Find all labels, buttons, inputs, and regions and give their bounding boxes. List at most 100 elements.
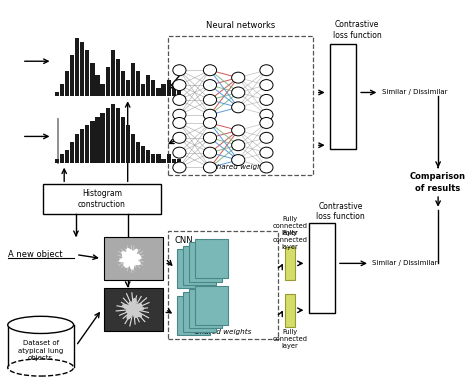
Circle shape xyxy=(173,162,186,173)
Circle shape xyxy=(260,118,273,129)
Bar xyxy=(168,36,313,174)
Bar xyxy=(110,104,115,163)
Bar xyxy=(131,134,135,163)
Text: Contrastive
loss function: Contrastive loss function xyxy=(316,202,365,221)
Bar xyxy=(126,125,130,163)
Bar xyxy=(136,142,140,163)
Bar xyxy=(177,159,181,163)
Bar xyxy=(70,142,74,163)
Bar xyxy=(85,125,90,163)
Circle shape xyxy=(173,94,186,105)
Bar xyxy=(166,154,171,163)
Bar xyxy=(104,237,163,280)
Bar xyxy=(80,129,84,163)
Bar xyxy=(285,294,295,327)
Circle shape xyxy=(203,65,217,76)
Bar xyxy=(104,288,163,331)
Bar xyxy=(80,42,84,96)
Text: Similar / Dissimilar: Similar / Dissimilar xyxy=(372,260,438,267)
Text: Fully
connected
layer: Fully connected layer xyxy=(273,230,308,250)
Circle shape xyxy=(260,147,273,158)
Bar xyxy=(91,121,94,163)
Bar xyxy=(195,286,228,325)
Circle shape xyxy=(173,65,186,76)
Bar xyxy=(121,117,125,163)
Circle shape xyxy=(203,109,217,120)
Text: Shared weights: Shared weights xyxy=(195,329,251,336)
Bar xyxy=(60,84,64,96)
Bar xyxy=(106,109,110,163)
Bar xyxy=(75,134,79,163)
Circle shape xyxy=(203,80,217,91)
Bar xyxy=(177,249,210,288)
Circle shape xyxy=(260,80,273,91)
Circle shape xyxy=(260,65,273,76)
Text: Similar / Dissimilar: Similar / Dissimilar xyxy=(382,89,447,96)
Bar xyxy=(55,159,59,163)
Bar xyxy=(136,71,140,96)
Bar xyxy=(166,80,171,96)
Bar xyxy=(189,289,222,328)
Bar xyxy=(172,159,176,163)
Bar xyxy=(177,296,210,335)
Polygon shape xyxy=(120,249,141,269)
Circle shape xyxy=(232,125,245,136)
Bar xyxy=(116,109,120,163)
Circle shape xyxy=(203,147,217,158)
Bar xyxy=(177,88,181,96)
Circle shape xyxy=(260,162,273,173)
Bar xyxy=(146,150,150,163)
Bar xyxy=(183,246,216,285)
Circle shape xyxy=(173,109,186,120)
Bar xyxy=(151,80,155,96)
Bar xyxy=(156,154,161,163)
Bar xyxy=(330,44,356,149)
Bar xyxy=(106,67,110,96)
Bar xyxy=(285,247,295,280)
Bar xyxy=(91,63,94,96)
Text: Neural networks: Neural networks xyxy=(206,21,275,30)
Bar xyxy=(126,80,130,96)
Circle shape xyxy=(173,132,186,143)
Ellipse shape xyxy=(8,359,73,376)
Bar xyxy=(65,71,69,96)
Bar xyxy=(121,71,125,96)
Circle shape xyxy=(260,109,273,120)
Bar xyxy=(60,154,64,163)
Circle shape xyxy=(203,94,217,105)
Bar xyxy=(43,184,161,214)
Bar xyxy=(141,84,146,96)
Bar xyxy=(85,50,90,96)
Bar xyxy=(156,88,161,96)
Text: CNN: CNN xyxy=(175,236,193,245)
Bar xyxy=(195,240,228,278)
Bar xyxy=(162,159,165,163)
Text: Comparison
of results: Comparison of results xyxy=(410,172,466,193)
Bar xyxy=(100,84,105,96)
Bar xyxy=(183,292,216,332)
Bar xyxy=(75,38,79,96)
Bar xyxy=(65,150,69,163)
Circle shape xyxy=(173,147,186,158)
Circle shape xyxy=(232,154,245,165)
Bar xyxy=(162,84,165,96)
Bar xyxy=(116,59,120,96)
Bar xyxy=(146,76,150,96)
Circle shape xyxy=(203,162,217,173)
Circle shape xyxy=(173,80,186,91)
Ellipse shape xyxy=(8,316,73,334)
Circle shape xyxy=(173,118,186,129)
Bar xyxy=(95,76,100,96)
Text: Histogram
construction: Histogram construction xyxy=(78,189,126,209)
Text: Fully
connected
layer: Fully connected layer xyxy=(273,329,308,349)
Bar xyxy=(189,243,222,281)
Bar xyxy=(168,231,278,339)
Bar xyxy=(131,63,135,96)
Circle shape xyxy=(232,87,245,98)
Bar xyxy=(141,146,146,163)
Text: Contrastive
loss function: Contrastive loss function xyxy=(333,20,382,40)
Circle shape xyxy=(260,132,273,143)
Bar xyxy=(55,92,59,96)
Circle shape xyxy=(203,118,217,129)
Circle shape xyxy=(260,94,273,105)
